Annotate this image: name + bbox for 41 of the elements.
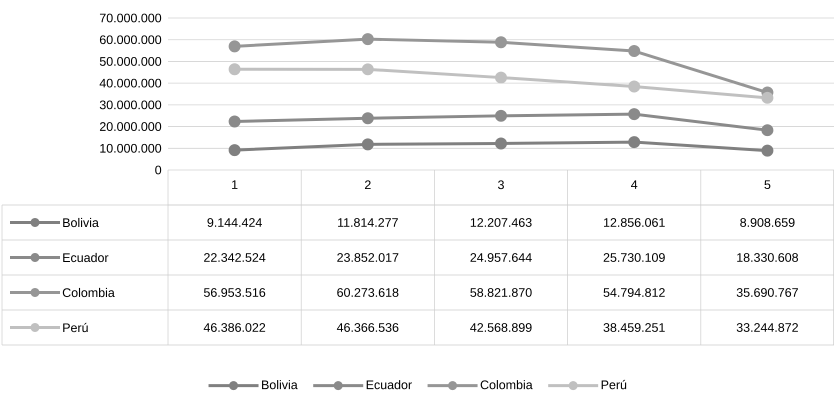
y-tick-label: 60.000.000 <box>100 35 162 44</box>
legend-label: Ecuador <box>63 252 108 262</box>
data-label: 33.244.872 <box>736 323 798 332</box>
legend-label: Colombia <box>62 288 115 298</box>
x-tick-label: 2 <box>364 180 371 190</box>
data-label: 22.342.524 <box>204 253 266 262</box>
data-label: 11.814.277 <box>338 218 398 227</box>
data-label: 18.330.608 <box>737 253 798 262</box>
text: Colombia <box>480 380 533 390</box>
y-tick-label: 30.000.000 <box>100 100 162 110</box>
text: Perú <box>602 380 626 390</box>
data-label: 60.273.618 <box>337 288 398 297</box>
legend-label: Bolivia <box>63 218 99 228</box>
text: Bolivia <box>262 380 298 390</box>
y-tick-label: 10.000.000 <box>100 144 162 153</box>
data-label: 25.730.109 <box>604 253 665 262</box>
legend-label: Perú <box>63 322 88 332</box>
data-label: 35.690.767 <box>736 288 798 297</box>
y-tick-label: 20.000.000 <box>100 122 162 131</box>
data-label: 46.386.022 <box>204 323 266 332</box>
x-tick-label: 5 <box>764 180 770 190</box>
data-label: 8.908.659 <box>740 218 795 227</box>
text: Ecuador <box>366 380 412 390</box>
x-tick-label: 3 <box>498 180 504 190</box>
data-label: 12.207.463 <box>470 218 532 227</box>
y-tick-label: 40.000.000 <box>100 78 162 88</box>
data-label: 9.144.424 <box>207 218 262 227</box>
x-tick-label: 4 <box>631 180 638 189</box>
x-tick-label: 1 <box>232 180 238 189</box>
data-label: 38.459.251 <box>604 323 665 332</box>
data-label: 24.957.644 <box>470 253 532 262</box>
y-tick-label: 50.000.000 <box>100 57 162 66</box>
data-label: 12.856.061 <box>604 218 665 227</box>
y-tick-label: 70.000.000 <box>100 14 162 22</box>
data-label: 56.953.516 <box>204 288 266 297</box>
data-label: 54.794.812 <box>604 288 665 297</box>
data-label: 58.821.870 <box>470 288 532 297</box>
data-label: 42.568.899 <box>470 323 532 332</box>
y-tick-label: 0 <box>155 166 162 174</box>
data-label: 23.852.017 <box>337 253 398 262</box>
data-label: 46.366.536 <box>336 323 398 332</box>
